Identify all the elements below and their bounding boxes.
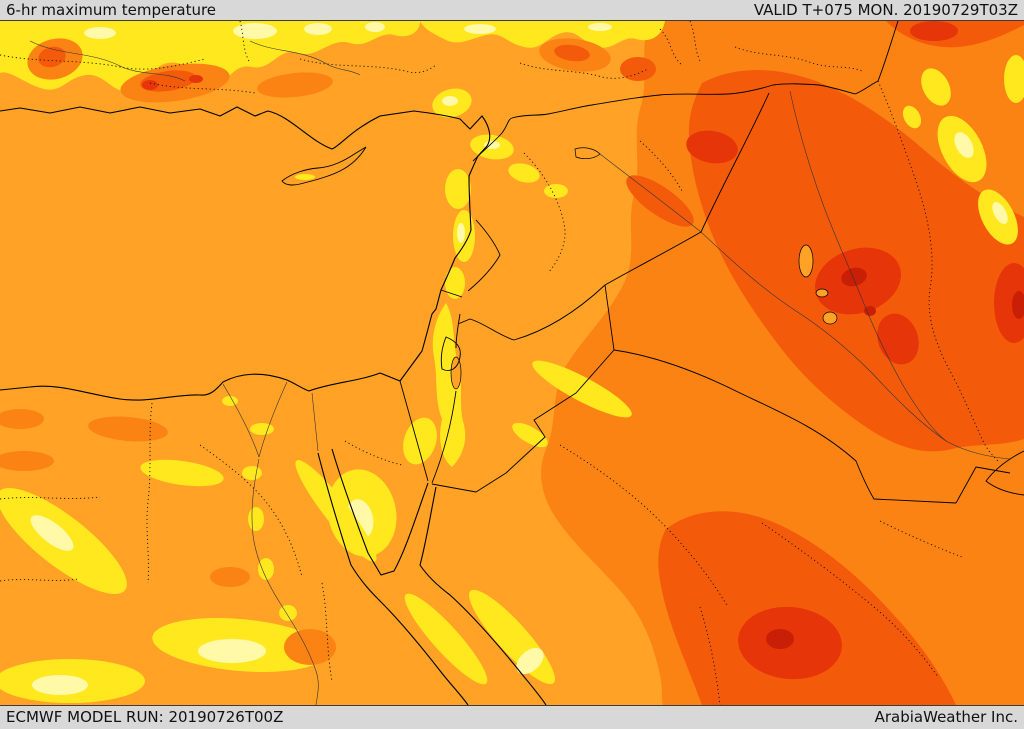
temperature-map [0, 21, 1024, 705]
footer-bar: ECMWF MODEL RUN: 20190726T00Z ArabiaWeat… [0, 705, 1024, 729]
temperature-fills [0, 21, 1024, 705]
page-title: 6-hr maximum temperature [6, 1, 217, 19]
temperature-map-svg [0, 21, 1024, 705]
country-borders [399, 21, 1024, 504]
admin-boundaries-dotted [0, 21, 999, 705]
lakes [574, 147, 838, 325]
coastline [0, 106, 547, 705]
valid-time-label: VALID T+075 MON. 20190729T03Z [753, 1, 1018, 19]
model-run-label: ECMWF MODEL RUN: 20190726T00Z [6, 708, 284, 726]
rivers [29, 40, 1011, 705]
credit-label: ArabiaWeather Inc. [874, 708, 1018, 726]
header-bar: 6-hr maximum temperature VALID T+075 MON… [0, 0, 1024, 21]
